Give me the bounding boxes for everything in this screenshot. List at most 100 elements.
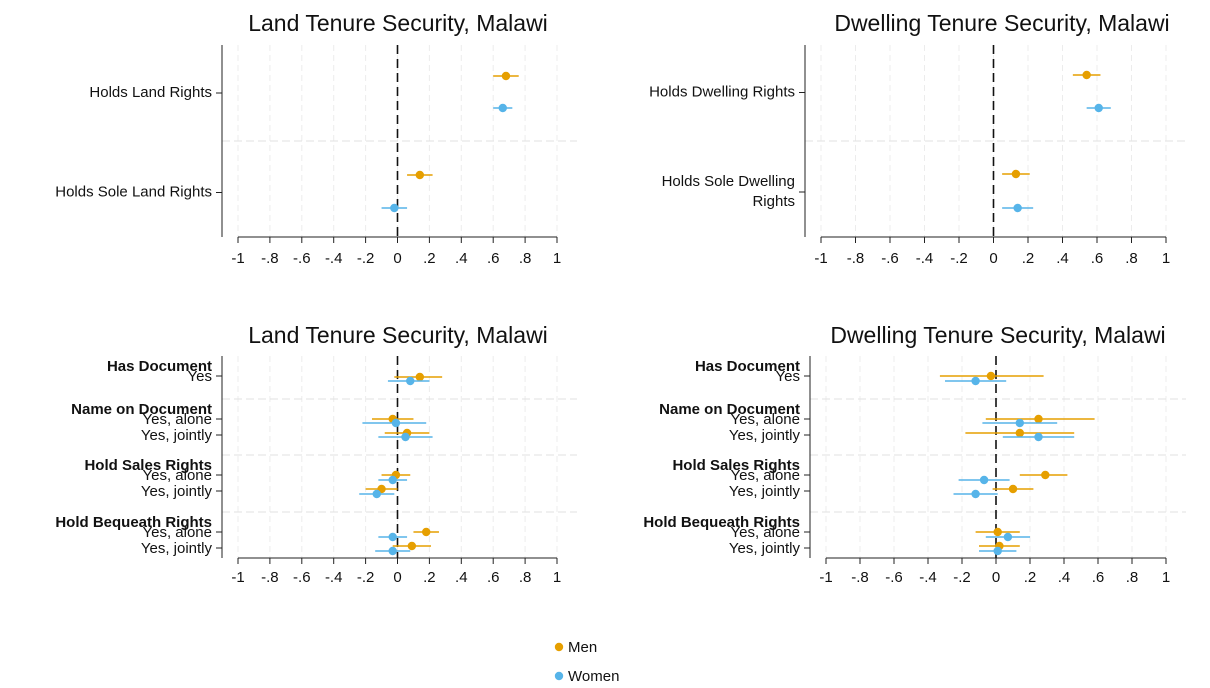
x-tick-label: -.2 bbox=[950, 250, 968, 267]
y-category-label: Yes, jointly bbox=[729, 483, 801, 500]
x-tick-label: .6 bbox=[1092, 569, 1105, 586]
panel-dwelling-tenure-bottom: -1 -.8 -.6 -.4 -.2 0 .2 .4 .6 .8 1 Dwelling Tenure … bbox=[643, 322, 1186, 586]
y-category-label: Yes, alone bbox=[142, 467, 212, 484]
y-category-label: Yes, alone bbox=[142, 524, 212, 541]
x-tick-label: 0 bbox=[989, 250, 997, 267]
x-tick-label: -1 bbox=[819, 569, 832, 586]
x-tick-label: .8 bbox=[519, 569, 532, 586]
x-tick-label: -.2 bbox=[357, 250, 375, 267]
estimate-women-point bbox=[1015, 418, 1024, 428]
x-tick-label: .2 bbox=[1024, 569, 1037, 586]
estimate-women-point bbox=[406, 376, 415, 386]
x-tick-label: -.8 bbox=[847, 250, 865, 267]
group-header: Hold Sales Rights bbox=[672, 457, 800, 474]
estimate-men-point bbox=[415, 372, 425, 382]
estimate-women-point bbox=[1003, 532, 1013, 542]
y-category-label: Holds Land Rights bbox=[89, 84, 212, 101]
x-tick-label: -1 bbox=[231, 569, 244, 586]
y-category-label: Yes, alone bbox=[730, 524, 800, 541]
x-tick-label: 0 bbox=[393, 569, 401, 586]
x-tick-label: -1 bbox=[231, 250, 244, 267]
y-category-label: Yes, jointly bbox=[729, 540, 801, 557]
estimate-women-point bbox=[1013, 203, 1022, 213]
estimate-women-point bbox=[388, 475, 397, 485]
x-tick-label: -.6 bbox=[293, 250, 311, 267]
y-category-label: Yes, jointly bbox=[141, 427, 213, 444]
x-tick-label: 0 bbox=[992, 569, 1000, 586]
x-tick-label: .6 bbox=[487, 569, 500, 586]
estimate-men-point bbox=[407, 541, 417, 551]
x-tick-label: -.4 bbox=[325, 569, 343, 586]
legend-label-men: Men bbox=[568, 639, 597, 656]
estimate-men-point bbox=[1015, 428, 1024, 438]
estimate-men-point bbox=[415, 170, 425, 180]
estimate-men-point bbox=[1034, 414, 1043, 424]
legend: Men Women bbox=[554, 639, 619, 685]
group-header: Hold Sales Rights bbox=[84, 457, 212, 474]
y-category-label: Yes, alone bbox=[730, 467, 800, 484]
estimate-men-point bbox=[1008, 484, 1018, 494]
estimate-men-point bbox=[986, 371, 996, 381]
x-tick-label: .4 bbox=[455, 569, 468, 586]
chart-title: Dwelling Tenure Security, Malawi bbox=[834, 10, 1169, 36]
chart-title: Dwelling Tenure Security, Malawi bbox=[830, 322, 1165, 348]
y-category-label: Yes, jointly bbox=[729, 427, 801, 444]
y-category-label: Holds Dwelling Rights bbox=[649, 84, 795, 101]
x-tick-label: .4 bbox=[455, 250, 468, 267]
x-tick-label: 1 bbox=[553, 569, 561, 586]
x-tick-label: -.2 bbox=[953, 569, 971, 586]
x-tick-label: 1 bbox=[1162, 569, 1170, 586]
estimate-women-point bbox=[1034, 432, 1043, 442]
estimate-women-point bbox=[993, 546, 1002, 556]
y-category-label: Yes bbox=[776, 368, 800, 385]
group-header: Has Document bbox=[107, 358, 212, 375]
estimate-men-point bbox=[1082, 70, 1091, 80]
x-tick-label: .2 bbox=[423, 250, 436, 267]
y-category-label: Yes, jointly bbox=[141, 483, 213, 500]
chart-title: Land Tenure Security, Malawi bbox=[248, 10, 548, 36]
x-tick-label: -.6 bbox=[881, 250, 899, 267]
group-header: Has Document bbox=[695, 358, 800, 375]
legend-label-women: Women bbox=[568, 668, 619, 685]
x-tick-label: .4 bbox=[1056, 250, 1069, 267]
panel-dwelling-tenure-top: -1 -.8 -.6 -.4 -.2 0 .2 .4 .6 .8 1 Dwelling Tenure … bbox=[649, 10, 1186, 267]
x-tick-label: -.6 bbox=[885, 569, 903, 586]
x-tick-label: -.8 bbox=[261, 250, 279, 267]
estimate-women-point bbox=[391, 418, 401, 428]
estimate-women-point bbox=[401, 432, 410, 442]
x-tick-label: -1 bbox=[814, 250, 827, 267]
estimate-women-point bbox=[372, 489, 381, 499]
legend-marker-men bbox=[554, 642, 564, 652]
estimate-women-point bbox=[388, 532, 397, 542]
panel-land-tenure-bottom: -1 -.8 -.6 -.4 -.2 0 .2 .4 .6 .8 1 Land Tenure Secu… bbox=[55, 322, 577, 586]
x-tick-label: .2 bbox=[423, 569, 436, 586]
estimate-women-point bbox=[979, 475, 989, 485]
x-tick-label: 1 bbox=[553, 250, 561, 267]
group-header: Name on Document bbox=[71, 401, 212, 418]
group-header: Hold Bequeath Rights bbox=[643, 514, 800, 531]
group-header: Name on Document bbox=[659, 401, 800, 418]
panel-land-tenure-top: -1 -.8 -.6 -.4 -.2 0 .2 .4 .6 .8 1 Land Tenure Secu… bbox=[55, 10, 577, 267]
estimate-women-point bbox=[498, 103, 507, 113]
group-header: Hold Bequeath Rights bbox=[55, 514, 212, 531]
estimate-men-point bbox=[422, 527, 431, 537]
x-tick-label: -.4 bbox=[325, 250, 343, 267]
estimate-men-point bbox=[993, 527, 1002, 537]
y-category-label: Holds Sole Dwelling bbox=[662, 173, 795, 190]
estimate-women-point bbox=[388, 546, 397, 556]
x-tick-label: .4 bbox=[1058, 569, 1071, 586]
y-category-label: Yes, alone bbox=[730, 411, 800, 428]
x-tick-label: .6 bbox=[487, 250, 500, 267]
legend-marker-women bbox=[554, 671, 564, 681]
x-tick-label: .6 bbox=[1091, 250, 1104, 267]
x-tick-label: .8 bbox=[1125, 250, 1138, 267]
x-tick-label: -.4 bbox=[919, 569, 937, 586]
estimate-women-point bbox=[1094, 103, 1103, 113]
x-tick-label: -.4 bbox=[916, 250, 934, 267]
x-tick-label: .8 bbox=[1126, 569, 1139, 586]
y-category-label: Holds Sole Land Rights bbox=[55, 184, 212, 201]
chart-title: Land Tenure Security, Malawi bbox=[248, 322, 548, 348]
x-tick-label: -.6 bbox=[293, 569, 311, 586]
y-category-label: Yes, jointly bbox=[141, 540, 213, 557]
